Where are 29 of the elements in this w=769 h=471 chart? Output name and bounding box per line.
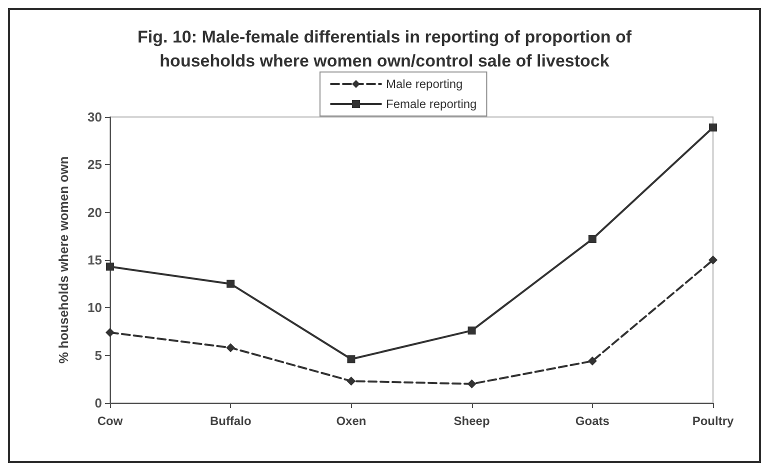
legend-label: Female reporting (386, 97, 477, 111)
y-tick-label: 25 (88, 157, 102, 172)
point (347, 355, 356, 364)
point (106, 262, 114, 271)
y-tick-label: 15 (88, 252, 102, 268)
point (468, 326, 476, 335)
point (226, 343, 236, 352)
x-tick-label: Poultry (692, 414, 734, 428)
y-tick-label: 5 (94, 348, 102, 363)
y-axis-title: % households where women own (56, 156, 71, 364)
x-tick-label: Oxen (336, 414, 366, 428)
point (588, 356, 597, 366)
x-tick-label: Sheep (454, 414, 490, 428)
point (588, 235, 596, 244)
x-tick-label: Buffalo (210, 414, 252, 428)
y-tick-label: 30 (88, 110, 102, 124)
point (226, 280, 235, 288)
y-tick-label: 0 (94, 396, 102, 410)
point (106, 328, 114, 337)
y-tick-label: 10 (88, 300, 102, 316)
chart-title: Fig. 10: Male-female differentials in reporting of proportion of households where women own/control sale of livestock (138, 28, 632, 70)
y-tick-label: 20 (88, 204, 102, 220)
x-tick-label: Cow (97, 414, 124, 428)
point (709, 123, 717, 132)
point (467, 379, 476, 388)
x-tick-label: Goats (575, 414, 610, 428)
point (708, 256, 718, 264)
legend-label: Male reporting (386, 77, 463, 91)
point (346, 376, 356, 386)
